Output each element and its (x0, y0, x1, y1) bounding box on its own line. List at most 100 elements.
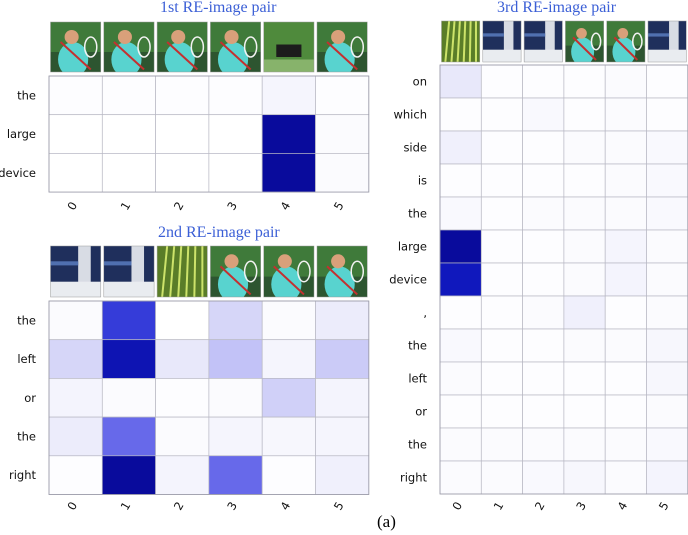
heatmap-cell (604, 460, 647, 495)
row-label: on (413, 75, 427, 89)
heatmap-cell (604, 427, 647, 462)
column-tick-label: 1 (118, 499, 134, 512)
heatmap-cell (646, 97, 688, 132)
heatmap-cell (48, 378, 103, 418)
row-label: device (389, 273, 427, 287)
heatmap-cell (208, 114, 263, 154)
background-trees-thumbnail (263, 22, 314, 72)
heatmap-cell (646, 262, 688, 297)
heatmap-cell (604, 64, 647, 99)
heatmap-cell (315, 378, 370, 418)
heatmap-cell (522, 262, 565, 297)
heatmap-cell (208, 339, 263, 379)
heatmap-cell (208, 153, 263, 193)
row-label: left (408, 372, 427, 386)
heatmap-cell (563, 97, 606, 132)
tennis-player-thumbnail (50, 22, 101, 72)
blurred-device-thumbnail (482, 21, 522, 62)
heatmap-cell (315, 75, 370, 116)
panel-2-title: 2nd RE-image pair (158, 224, 280, 241)
heatmap-cell (208, 300, 263, 341)
heatmap-cell (646, 196, 688, 231)
heatmap-cell (480, 130, 523, 165)
heatmap-cell (439, 64, 482, 99)
panel-3-title: 3rd RE-image pair (497, 0, 617, 16)
blurred-device-thumbnail (50, 246, 101, 297)
heatmap-cell (208, 416, 263, 457)
heatmap-cell (439, 460, 482, 495)
heatmap-cell (563, 262, 606, 297)
heatmap-cell (155, 300, 210, 341)
heatmap-panel-1: the large device 0 1 2 3 4 5 (0, 21, 370, 213)
column-tick-label: 4 (277, 199, 293, 212)
heatmap-cell (48, 455, 103, 495)
heatmap-cell (315, 339, 370, 379)
heatmap-cell (604, 130, 647, 165)
heatmap-cell (604, 229, 647, 264)
heatmap-cell (522, 295, 565, 330)
heatmap-cell (261, 75, 316, 116)
heatmap-cell (439, 130, 482, 165)
row-label: the (17, 88, 36, 102)
row-label: right (400, 471, 428, 485)
tennis-player-thumbnail (103, 22, 155, 72)
heatmap-cell (439, 229, 482, 264)
heatmap-cell (646, 130, 688, 165)
heatmap-cell (563, 328, 606, 363)
heatmap-cell (101, 455, 156, 495)
column-tick-label: 1 (118, 199, 134, 212)
heatmap-cell (522, 196, 565, 231)
heatmap-cell (522, 163, 565, 198)
heatmap-panel-3: on which side is the large device, the left or the… (389, 20, 688, 513)
figure-caption: (a) (377, 512, 396, 531)
heatmap-cell (48, 153, 103, 193)
row-label: , (423, 306, 427, 320)
column-tick-label: 0 (64, 499, 80, 512)
column-tick-label: 5 (331, 499, 347, 512)
heatmap-cell (101, 300, 156, 341)
row-label: large (398, 240, 427, 254)
foliage-thumbnail (441, 21, 480, 62)
tennis-player-thumbnail (210, 246, 261, 297)
row-label: right (9, 468, 37, 482)
heatmap-cell (604, 163, 647, 198)
heatmap-cell (563, 196, 606, 231)
row-label: or (24, 391, 36, 405)
heatmap-cell (439, 97, 482, 132)
tennis-player-thumbnail (606, 21, 645, 62)
heatmap-cell (480, 64, 523, 99)
column-tick-label: 5 (331, 199, 347, 212)
row-label: which (393, 108, 427, 122)
heatmap-cell (315, 455, 370, 495)
heatmap-cell (208, 75, 263, 116)
heatmap-cell (522, 328, 565, 363)
row-label: or (415, 405, 427, 419)
blurred-device-thumbnail (524, 21, 563, 62)
heatmap-cell (480, 394, 523, 429)
heatmap-cell (646, 229, 688, 264)
heatmap-cell (646, 427, 688, 462)
heatmap-cell (522, 229, 565, 264)
heatmap-cell (646, 64, 688, 99)
heatmap-cell (208, 378, 263, 418)
column-tick-label: 3 (573, 499, 589, 512)
heatmap-cell (439, 394, 482, 429)
row-label: large (7, 127, 36, 141)
heatmap-cell (646, 163, 688, 198)
heatmap-cell (563, 64, 606, 99)
tennis-player-thumbnail (210, 22, 261, 72)
heatmap-cell (261, 153, 316, 193)
panel-1-title: 1st RE-image pair (160, 0, 277, 16)
heatmap-cell (155, 378, 210, 418)
heatmap-cell (261, 378, 316, 418)
heatmap-cell (155, 75, 210, 116)
blurred-device-thumbnail (648, 21, 687, 62)
heatmap-cell (604, 196, 647, 231)
heatmap-border (48, 300, 370, 495)
heatmap-cell (439, 295, 482, 330)
heatmap-cell (563, 361, 606, 396)
heatmap-cell (522, 97, 565, 132)
row-label: the (17, 313, 36, 327)
heatmap-cell (646, 328, 688, 363)
